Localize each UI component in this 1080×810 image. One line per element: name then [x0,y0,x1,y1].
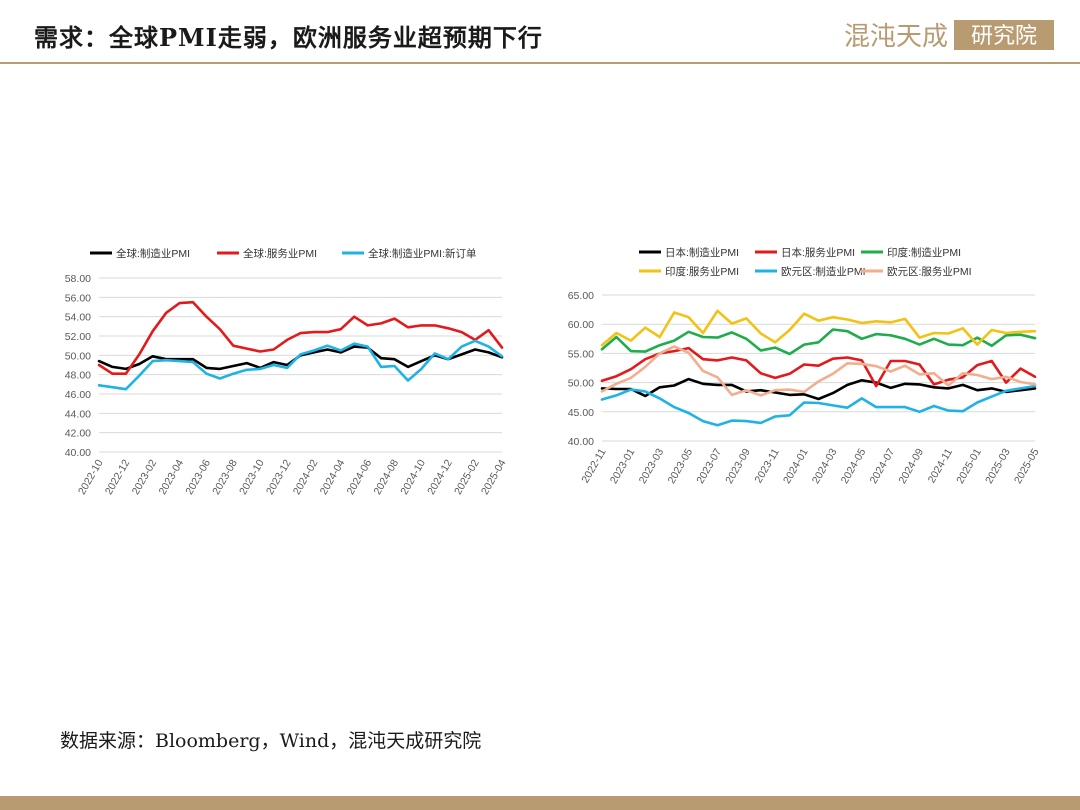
y-tick-label: 48.00 [65,370,91,382]
x-tick-label: 2025-03 [983,446,1013,486]
x-tick-label: 2023-08 [210,457,240,497]
chart-global-pmi: 全球:制造业PMI 全球:服务业PMI 全球:制造业PMI:新订单 40.00 42.0… [65,247,509,497]
x-tick-label: 2023-03 [637,446,667,486]
x-tick-label: 2025-01 [954,446,984,486]
x-tick-label: 2023-04 [157,457,187,497]
y-tick-label: 50.00 [568,378,594,390]
x-tick-label: 2025-05 [1012,446,1042,486]
y-tick-label: 60.00 [568,319,594,331]
x-tick-label: 2022-10 [76,457,106,497]
x-tick-label: 2024-01 [781,446,811,486]
x-tick-label: 2024-05 [839,446,869,486]
x-tick-label: 2023-10 [237,457,267,497]
y-tick-label: 50.00 [65,350,91,362]
x-tick-label: 2024-10 [398,457,428,497]
x-tick-label: 2024-06 [345,457,375,497]
legend-label: 欧元区:服务业PMI [887,265,972,278]
legend-label: 欧元区:制造业PMI [781,265,866,278]
x-tick-label: 2023-11 [753,446,782,485]
x-tick-label: 2023-02 [130,457,160,497]
series-line-1 [600,377,1037,401]
series-line-1 [97,345,504,371]
y-tick-label: 56.00 [65,292,91,304]
x-tick-label: 2023-01 [608,446,638,486]
legend-label: 印度:制造业PMI [887,246,961,259]
svg-text:研究院: 研究院 [971,23,1037,48]
y-tick-label: 44.00 [65,408,91,420]
y-tick-label: 54.00 [65,312,91,324]
y-tick-label: 40.00 [65,447,91,459]
x-tick-label: 2024-07 [868,446,898,486]
x-tick-label: 2025-02 [452,457,482,497]
data-source-note: 数据来源：Bloomberg，Wind，混沌天成研究院 [60,730,482,752]
x-tick-label: 2024-08 [371,457,401,497]
x-tick-label: 2024-02 [291,457,321,497]
x-tick-label: 2023-07 [694,446,724,486]
header-divider [0,62,1080,64]
legend-label: 全球:制造业PMI:新订单 [368,247,477,260]
x-tick-label: 2024-09 [896,446,926,486]
x-tick-label: 2025-04 [479,457,509,497]
y-tick-label: 46.00 [65,389,91,401]
legend-label: 印度:服务业PMI [665,265,739,278]
legend-label: 日本:服务业PMI [781,246,855,259]
legend-label: 日本:制造业PMI [665,246,739,259]
x-tick-label: 2023-06 [183,457,213,497]
x-tick-label: 2024-04 [318,457,348,497]
series-line-6 [600,345,1037,397]
y-tick-label: 42.00 [65,428,91,440]
page-title: 需求：全球PMI走弱，欧洲服务业超预期下行 [34,23,543,52]
logo-text: 混沌天成 [844,21,948,51]
x-tick-label: 2022-12 [103,457,133,497]
brand-logo: 混沌天成 研究院 [844,20,1054,51]
series-line-4 [600,309,1037,347]
y-tick-label: 45.00 [568,407,594,419]
legend-label: 全球:制造业PMI [116,247,190,260]
series-line-2 [600,346,1037,388]
series-line-3 [97,339,504,391]
x-tick-label: 2024-03 [810,446,840,486]
x-tick-label: 2024-11 [926,446,955,485]
y-tick-label: 55.00 [568,348,594,360]
y-tick-label: 65.00 [568,290,594,302]
series-line-5 [600,384,1037,427]
y-tick-label: 58.00 [65,273,91,285]
y-tick-label: 52.00 [65,331,91,343]
x-tick-label: 2023-09 [723,446,753,486]
y-tick-label: 40.00 [568,436,594,448]
x-tick-label: 2023-12 [264,457,294,497]
chart-regional-pmi: 日本:制造业PMI 日本:服务业PMI 印度:制造业PMI 印度:服务业PMI 欧元区:… [568,246,1042,486]
x-tick-label: 2023-05 [666,446,696,486]
footer-bar [0,796,1080,810]
x-tick-label: 2022-11 [579,446,608,485]
x-tick-label: 2024-12 [425,457,455,497]
legend-label: 全球:服务业PMI [243,247,317,260]
series-line-3 [600,328,1037,356]
series-line-2 [97,300,504,375]
